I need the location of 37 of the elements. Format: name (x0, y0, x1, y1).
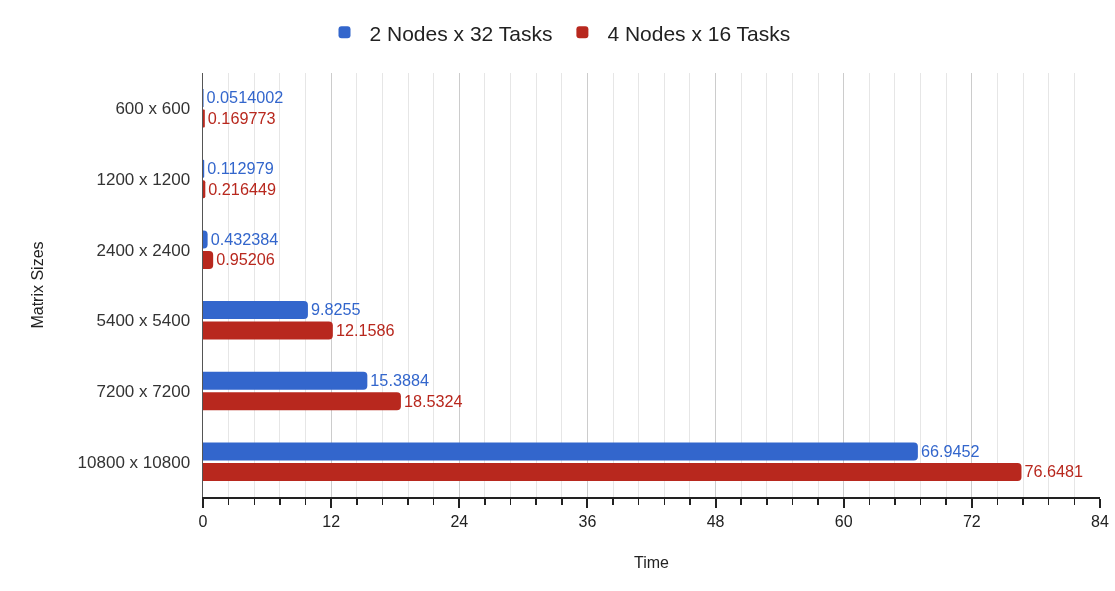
y-tick-label: 2400 x 2400 (96, 240, 191, 260)
data-label: 0.112979 (207, 159, 274, 178)
y-tick-label: 1200 x 1200 (96, 169, 191, 189)
bar (203, 250, 214, 269)
data-label: 0.216449 (208, 179, 276, 198)
data-label: 0.169773 (207, 108, 276, 127)
data-label: 0.432384 (210, 229, 279, 248)
data-label: 0.95206 (216, 250, 275, 269)
x-tick-label: 72 (962, 513, 981, 531)
bar (203, 321, 333, 340)
y-axis-title: Matrix Sizes (28, 241, 46, 329)
x-tick-label: 0 (198, 513, 208, 531)
y-tick-label: 10800 x 10800 (77, 452, 191, 472)
bar (203, 442, 918, 461)
x-axis-title: Time (634, 554, 670, 572)
bar (203, 371, 368, 390)
data-label: 66.9452 (920, 441, 980, 460)
data-label: 76.6481 (1024, 462, 1084, 481)
bar (203, 462, 1022, 481)
y-tick-label: 5400 x 5400 (96, 311, 191, 331)
data-label: 0.0514002 (206, 88, 284, 107)
legend-label: 4 Nodes x 16 Tasks (607, 21, 791, 45)
x-tick-label: 36 (578, 513, 597, 531)
x-tick-label: 12 (322, 513, 341, 531)
y-tick-label: 600 x 600 (115, 99, 191, 119)
data-label: 18.5324 (403, 391, 463, 410)
legend-label: 2 Nodes x 32 Tasks (369, 21, 553, 45)
data-label: 9.8255 (310, 300, 361, 319)
data-label: 15.3884 (370, 371, 429, 390)
x-tick-label: 24 (450, 513, 469, 531)
bar (203, 392, 401, 411)
x-tick-label: 84 (1091, 513, 1109, 531)
bar (203, 301, 308, 320)
y-tick-label: 7200 x 7200 (96, 381, 191, 401)
x-tick-label: 48 (706, 513, 725, 531)
x-tick-label: 60 (834, 513, 853, 531)
data-label: 12.1586 (335, 320, 395, 339)
